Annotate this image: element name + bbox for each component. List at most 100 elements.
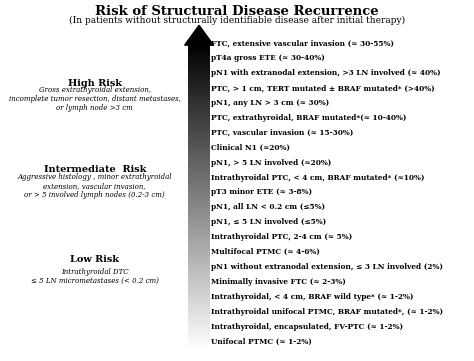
Bar <box>188 175 210 176</box>
Bar <box>188 158 210 160</box>
Bar <box>188 280 210 282</box>
Text: Minimally invasive FTC (≈ 2-3%): Minimally invasive FTC (≈ 2-3%) <box>211 278 346 286</box>
Bar <box>188 251 210 253</box>
Bar <box>188 50 210 51</box>
Bar <box>188 143 210 145</box>
Bar <box>188 134 210 136</box>
Text: Intrathyroidal DTC
≤ 5 LN micrometastases (< 0.2 cm): Intrathyroidal DTC ≤ 5 LN micrometastase… <box>31 268 159 285</box>
Text: High Risk: High Risk <box>68 79 122 87</box>
Bar <box>188 200 210 202</box>
Bar <box>188 142 210 144</box>
Text: Intrathyroidal PTC, 2-4 cm (≈ 5%): Intrathyroidal PTC, 2-4 cm (≈ 5%) <box>211 233 352 241</box>
Bar <box>188 243 210 244</box>
Bar <box>188 316 210 318</box>
Bar <box>188 283 210 284</box>
Bar <box>188 302 210 303</box>
Bar <box>188 186 210 187</box>
Bar <box>188 297 210 298</box>
Bar <box>188 285 210 286</box>
Bar <box>188 182 210 183</box>
Bar <box>188 344 210 345</box>
Bar <box>188 81 210 83</box>
Bar <box>188 47 210 48</box>
Text: PTC, > 1 cm, TERT mutated ± BRAF mutated* (>40%): PTC, > 1 cm, TERT mutated ± BRAF mutated… <box>211 84 435 92</box>
Bar <box>188 282 210 283</box>
Bar <box>188 237 210 238</box>
Bar <box>188 244 210 245</box>
Bar <box>188 239 210 240</box>
Bar <box>188 209 210 211</box>
Bar <box>188 306 210 308</box>
Bar <box>188 87 210 89</box>
Text: Multifocal PTMC (≈ 4-6%): Multifocal PTMC (≈ 4-6%) <box>211 248 320 256</box>
Bar <box>188 262 210 264</box>
Bar <box>188 164 210 165</box>
Bar <box>188 268 210 269</box>
Bar <box>188 65 210 66</box>
Bar <box>188 234 210 235</box>
Bar <box>188 160 210 161</box>
Bar <box>188 60 210 61</box>
Text: pN1 without extranodal extension, ≤ 3 LN involved (2%): pN1 without extranodal extension, ≤ 3 LN… <box>211 263 443 271</box>
Bar <box>188 174 210 175</box>
Bar <box>188 114 210 115</box>
Bar <box>188 57 210 58</box>
Bar <box>188 345 210 346</box>
Bar <box>188 142 210 143</box>
Bar <box>188 309 210 310</box>
Bar <box>188 191 210 192</box>
Bar <box>188 53 210 54</box>
Bar <box>188 303 210 304</box>
Bar <box>188 335 210 336</box>
Bar <box>188 66 210 68</box>
Bar <box>188 135 210 137</box>
Bar <box>188 113 210 114</box>
Bar <box>188 58 210 59</box>
Bar <box>188 279 210 280</box>
Bar <box>188 97 210 99</box>
Bar <box>188 125 210 126</box>
Bar <box>188 265 210 267</box>
Bar <box>188 307 210 309</box>
Bar <box>188 214 210 216</box>
Bar <box>188 95 210 96</box>
Bar <box>188 119 210 120</box>
Text: pN1, ≤ 5 LN involved (≤5%): pN1, ≤ 5 LN involved (≤5%) <box>211 218 326 226</box>
Bar <box>188 206 210 208</box>
Bar <box>188 327 210 329</box>
Bar <box>188 180 210 181</box>
Text: Gross extrathyroidal extension,
incomplete tumor resection, distant metastases,
: Gross extrathyroidal extension, incomple… <box>9 86 181 113</box>
Bar <box>188 75 210 77</box>
Bar <box>188 318 210 320</box>
Bar <box>188 235 210 236</box>
Bar <box>188 118 210 119</box>
Bar <box>188 301 210 303</box>
Bar <box>188 314 210 316</box>
Bar <box>188 46 210 47</box>
Bar <box>188 330 210 332</box>
Bar <box>188 140 210 142</box>
Bar <box>188 126 210 127</box>
Bar <box>188 184 210 186</box>
Bar <box>188 270 210 272</box>
Bar <box>188 91 210 92</box>
Bar <box>188 92 210 94</box>
Bar <box>188 129 210 131</box>
Bar <box>188 124 210 126</box>
Bar <box>188 117 210 118</box>
Bar <box>188 169 210 170</box>
Bar <box>188 54 210 55</box>
Bar <box>188 274 210 275</box>
Bar <box>188 208 210 210</box>
Bar <box>188 167 210 168</box>
Bar <box>188 308 210 309</box>
Text: Intrathyroidal, encapsulated, FV-PTC (≈ 1-2%): Intrathyroidal, encapsulated, FV-PTC (≈ … <box>211 323 403 331</box>
Bar <box>188 224 210 225</box>
Bar <box>188 77 210 79</box>
Bar <box>188 295 210 296</box>
Bar <box>188 193 210 195</box>
Text: FTC, extensive vascular invasion (≈ 30-55%): FTC, extensive vascular invasion (≈ 30-5… <box>211 39 394 47</box>
Bar <box>188 217 210 218</box>
Bar <box>188 121 210 122</box>
Bar <box>188 96 210 97</box>
